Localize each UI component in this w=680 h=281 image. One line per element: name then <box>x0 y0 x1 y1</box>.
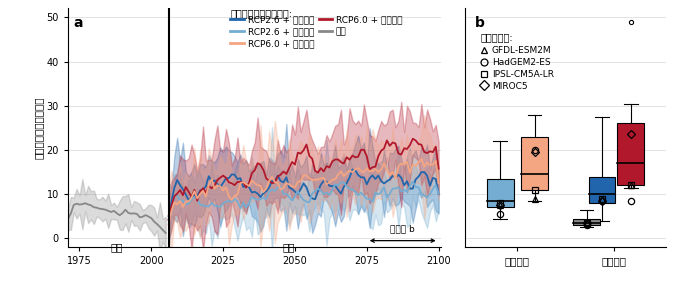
Text: a: a <box>73 16 83 30</box>
Legend: RCP2.6 + ダムなし, RCP2.6 + ダムあり, RCP6.0 + ダムあり, RCP6.0 + ダムなし, 過去: RCP2.6 + ダムなし, RCP2.6 + ダムあり, RCP6.0 + ダ… <box>231 16 403 48</box>
Text: 将来: 将来 <box>283 242 296 252</box>
Bar <box>522 137 548 190</box>
Legend: GFDL-ESM2M, HadGEM2-ES, IPSL-CM5A-LR, MIROC5: GFDL-ESM2M, HadGEM2-ES, IPSL-CM5A-LR, MI… <box>479 46 554 90</box>
Text: パネル b: パネル b <box>390 224 415 233</box>
Text: 過去: 過去 <box>111 242 123 252</box>
Bar <box>617 123 644 185</box>
Bar <box>573 219 600 225</box>
Text: シナリオと気候モデル:: シナリオと気候モデル: <box>231 8 292 19</box>
Text: b: b <box>475 16 484 30</box>
Bar <box>487 179 513 207</box>
Bar <box>588 176 615 203</box>
Y-axis label: 洪水暴露人口（百万）: 洪水暴露人口（百万） <box>34 97 44 159</box>
Text: 気候モデル:: 気候モデル: <box>481 32 513 42</box>
